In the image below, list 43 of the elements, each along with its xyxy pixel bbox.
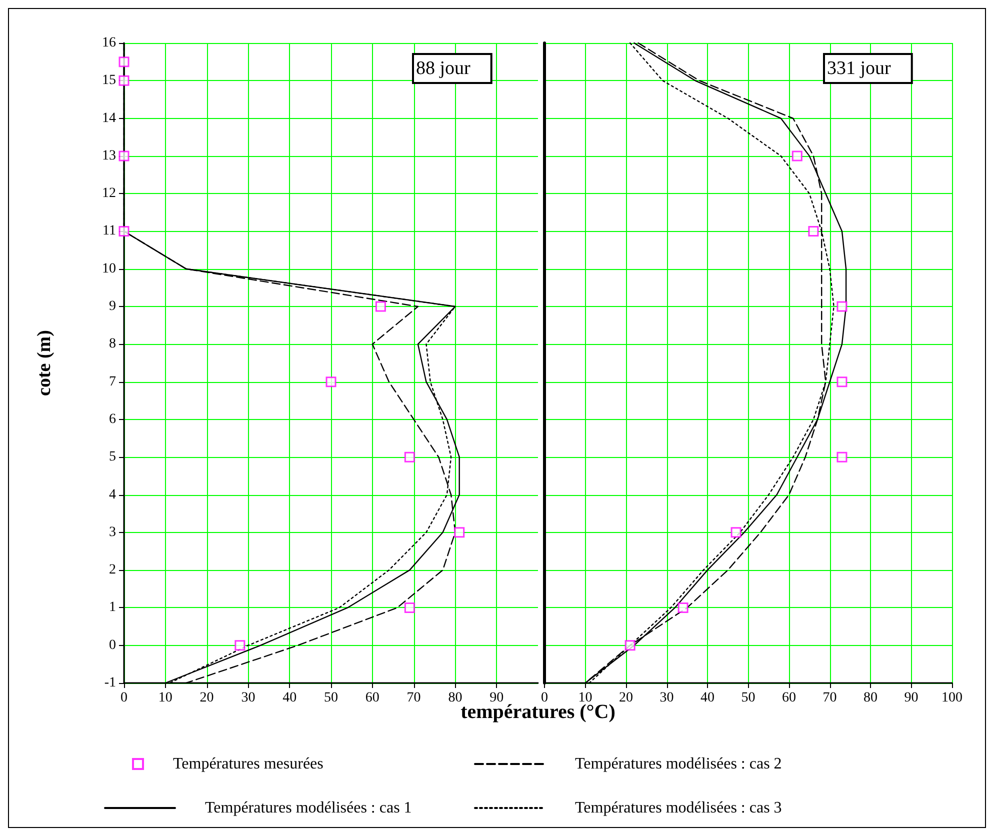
y-tick-label: 11 bbox=[102, 224, 116, 239]
y-tick-label: 10 bbox=[102, 261, 116, 276]
x-tick-label: 0 bbox=[120, 690, 128, 706]
x-tick-label: 50 bbox=[741, 690, 756, 706]
y-tick-label: 0 bbox=[109, 638, 116, 653]
y-tick-label: 2 bbox=[109, 562, 116, 578]
y-tick-label: 13 bbox=[102, 148, 116, 164]
annotation: 88 jour bbox=[416, 58, 472, 79]
legend-label: Températures modélisées : cas 1 bbox=[205, 800, 412, 816]
y-tick-label: 14 bbox=[102, 110, 116, 126]
legend-label: Températures modélisées : cas 3 bbox=[575, 800, 782, 816]
y-tick-label: 8 bbox=[109, 336, 116, 352]
legend-label: Températures modélisées : cas 2 bbox=[575, 756, 782, 772]
x-tick-label: 60 bbox=[782, 690, 796, 706]
x-tick-label: 40 bbox=[282, 690, 297, 706]
y-tick-label: 15 bbox=[102, 73, 116, 88]
x-tick-label: 10 bbox=[158, 690, 172, 706]
y-tick-label: 1 bbox=[109, 600, 116, 616]
x-tick-label: 70 bbox=[406, 690, 421, 706]
y-tick-label: 3 bbox=[109, 524, 116, 540]
y-tick-label: 16 bbox=[102, 36, 116, 50]
annotation: 331 jour bbox=[827, 58, 892, 79]
x-tick-label: 50 bbox=[324, 690, 338, 706]
y-tick-label: 12 bbox=[102, 186, 116, 202]
x-tick-label: 40 bbox=[700, 690, 714, 706]
x-tick-label: 20 bbox=[200, 690, 214, 706]
y-tick-label: 7 bbox=[109, 374, 116, 390]
x-tick-label: 70 bbox=[822, 690, 837, 706]
x-tick-label: 30 bbox=[241, 690, 256, 706]
y-tick-label: -1 bbox=[104, 676, 116, 690]
legend-label: Températures mesurées bbox=[173, 756, 324, 772]
y-tick-label: 5 bbox=[109, 450, 116, 465]
y-tick-label: 9 bbox=[109, 299, 116, 314]
y-axis-title: cote (m) bbox=[34, 330, 55, 396]
x-tick-label: 80 bbox=[448, 690, 462, 706]
x-tick-label: 30 bbox=[660, 690, 674, 706]
x-tick-label: 80 bbox=[864, 690, 878, 706]
y-tick-label: 6 bbox=[109, 412, 116, 427]
x-tick-label: 90 bbox=[904, 690, 918, 706]
y-tick-label: 4 bbox=[109, 487, 116, 502]
x-tick-label: 20 bbox=[619, 690, 633, 706]
x-tick-label: 60 bbox=[365, 690, 380, 706]
x-tick-label: 100 bbox=[942, 690, 962, 706]
